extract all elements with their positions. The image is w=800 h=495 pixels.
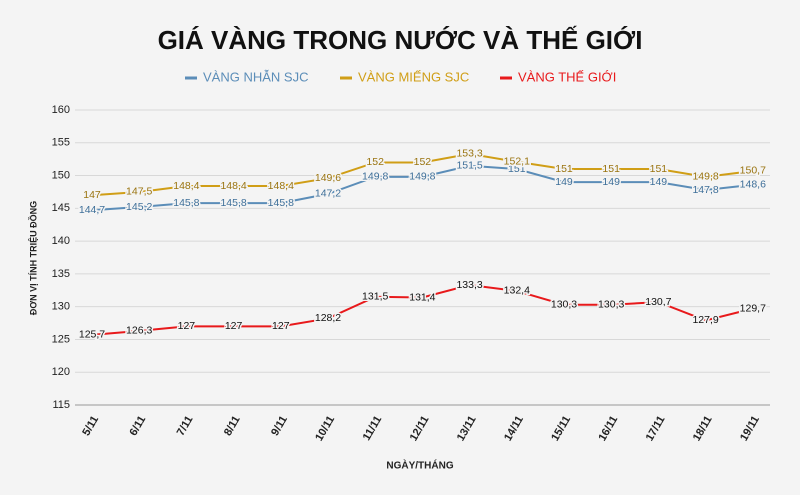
value-label: 127 <box>225 320 243 332</box>
series-line <box>91 152 753 197</box>
y-tick-label: 145 <box>52 202 70 214</box>
value-label: 151 <box>602 163 620 175</box>
value-label: 148,4 <box>268 180 294 192</box>
value-label: 130,3 <box>551 298 577 310</box>
value-label: 149 <box>555 176 573 188</box>
value-label: 147 <box>83 189 101 201</box>
value-label: 149 <box>650 176 668 188</box>
chart-title: GIÁ VÀNG TRONG NƯỚC VÀ THẾ GIỚI <box>158 25 643 55</box>
value-label: 145,8 <box>220 197 246 209</box>
legend-label: VÀNG THẾ GIỚI <box>518 69 616 84</box>
value-label: 147,8 <box>692 184 718 196</box>
value-label: 125,7 <box>79 329 105 341</box>
value-label: 149,8 <box>409 171 435 183</box>
value-label: 148,4 <box>220 180 246 192</box>
value-label: 151 <box>508 163 526 175</box>
value-label: 144,7 <box>79 204 105 216</box>
value-label: 129,7 <box>740 302 766 314</box>
value-label: 149,8 <box>692 171 718 183</box>
x-tick-label: 14/11 <box>502 414 526 443</box>
value-label: 127,9 <box>692 314 718 326</box>
value-label: 126,3 <box>126 325 152 337</box>
value-label: 127 <box>272 320 290 332</box>
value-label: 151 <box>555 163 573 175</box>
value-label: 128,2 <box>315 312 341 324</box>
value-label: 152,1 <box>504 156 530 168</box>
value-label: 150,7 <box>740 165 766 177</box>
x-tick-label: 5/11 <box>80 414 101 438</box>
value-label: 147,2 <box>315 188 341 200</box>
x-axis-title: NGÀY/THÁNG <box>386 459 453 472</box>
x-tick-label: 16/11 <box>596 414 620 443</box>
x-tick-label: 18/11 <box>691 414 715 443</box>
y-tick-label: 160 <box>52 104 70 116</box>
value-label: 148,4 <box>173 180 199 192</box>
y-tick-label: 135 <box>52 268 70 280</box>
y-tick-label: 140 <box>52 235 70 247</box>
x-tick-label: 17/11 <box>644 414 668 443</box>
value-label: 152 <box>414 156 432 168</box>
value-label: 149,6 <box>315 172 341 184</box>
value-label: 151,5 <box>456 160 482 172</box>
legend-label: VÀNG MIẾNG SJC <box>358 69 469 84</box>
y-tick-label: 120 <box>52 366 70 378</box>
value-label: 151 <box>650 163 668 175</box>
x-tick-label: 19/11 <box>738 414 762 443</box>
value-label: 130,7 <box>645 296 671 308</box>
x-tick-label: 15/11 <box>549 414 573 443</box>
y-tick-label: 130 <box>52 301 70 313</box>
series-line <box>91 164 753 212</box>
legend-label: VÀNG NHẪN SJC <box>203 69 308 84</box>
value-label: 132,4 <box>504 285 530 297</box>
value-label: 131,4 <box>409 291 435 303</box>
y-tick-label: 115 <box>52 399 70 411</box>
value-label: 149,8 <box>362 171 388 183</box>
y-axis-title: ĐƠN VỊ TÍNH TRIỆU ĐỒNG <box>27 201 38 315</box>
x-tick-label: 12/11 <box>408 414 432 443</box>
value-label: 152 <box>366 156 384 168</box>
value-label: 131,5 <box>362 291 388 303</box>
x-tick-label: 8/11 <box>222 414 243 438</box>
x-tick-label: 11/11 <box>361 414 385 443</box>
value-label: 145,8 <box>268 197 294 209</box>
x-tick-label: 6/11 <box>128 414 149 438</box>
series-line <box>91 284 754 336</box>
x-tick-label: 9/11 <box>269 414 290 438</box>
value-label: 145,2 <box>126 201 152 213</box>
x-tick-label: 10/11 <box>313 414 337 443</box>
value-label: 147,5 <box>126 186 152 198</box>
value-label: 149 <box>602 176 620 188</box>
value-label: 148,6 <box>740 179 766 191</box>
x-tick-label: 7/11 <box>175 414 196 438</box>
value-label: 145,8 <box>173 197 199 209</box>
value-label: 133,3 <box>456 279 482 291</box>
y-tick-label: 125 <box>52 333 70 345</box>
legend: VÀNG NHẪN SJC VÀNG MIẾNG SJC VÀNG THẾ GIỚI <box>185 69 616 84</box>
y-tick-label: 150 <box>52 169 70 181</box>
value-label: 130,3 <box>598 298 624 310</box>
y-tick-label: 155 <box>52 137 70 149</box>
x-tick-label: 13/11 <box>455 414 479 443</box>
value-label: 153,3 <box>456 148 482 160</box>
value-label: 127 <box>178 320 196 332</box>
